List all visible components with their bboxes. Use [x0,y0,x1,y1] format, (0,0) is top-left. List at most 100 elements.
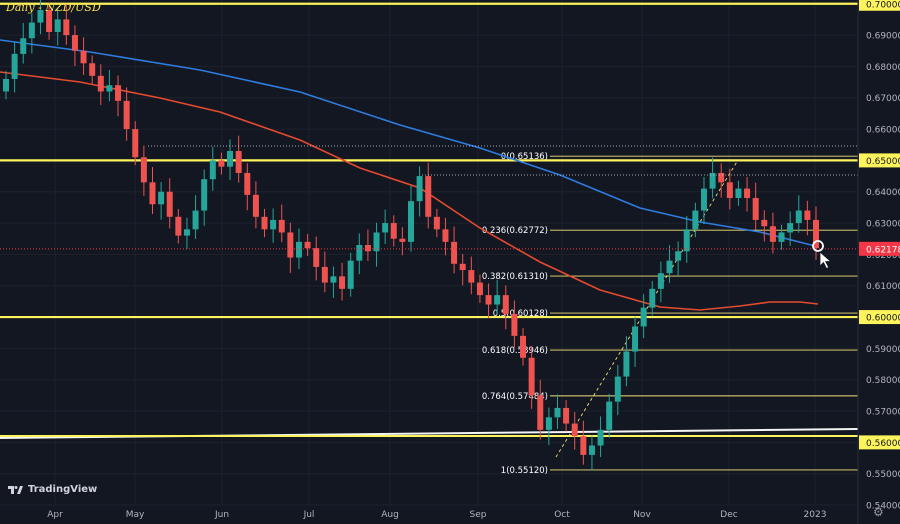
candle-body [3,78,9,92]
x-tick-label: Apr [47,510,63,520]
candle-body [571,423,578,437]
x-tick-label: Jul [303,510,315,520]
candle-body [683,229,690,252]
candle-body [726,182,733,199]
candle-body [356,244,363,261]
candle-body [235,151,242,173]
candle-body [597,429,604,446]
candle-body [166,191,173,217]
candle-body [494,295,501,305]
brand-label: TradingView [28,484,98,495]
x-tick-label: May [126,510,145,520]
y-tick-label: 0.62000 [866,251,900,261]
x-tick-label: Jun [214,510,229,520]
candle-body [563,407,570,424]
candle-body [718,172,725,183]
candle-body [657,273,664,289]
fib-level-label: 0.618(0.58946) [482,346,548,356]
y-tick-label: 0.59000 [866,345,900,355]
candle-body [11,53,18,79]
x-tick-label: Oct [554,510,570,520]
candle-body [192,210,199,230]
candle-body [97,75,104,92]
fib-trend-line [555,159,739,458]
level-price-label: 0.60000 [866,314,900,324]
candle-body [744,188,751,199]
candle-body [28,22,35,39]
candle-body [692,210,699,230]
candle-body [183,229,190,236]
candle-body [675,251,682,261]
candle-body [795,210,802,224]
tradingview-logo: TradingView [8,484,97,495]
candle-body [399,238,406,242]
candle-body [528,357,535,396]
candle-body [813,219,819,249]
candle-body [218,160,225,167]
candle-body [287,232,294,258]
candle-body [304,241,311,249]
candle-body [373,232,380,252]
level-price-tag [859,0,900,11]
y-tick-label: 0.69000 [866,32,900,42]
candle-body [201,179,208,211]
candle-body [278,219,285,233]
x-tick-label: Dec [720,510,737,520]
time-axis[interactable]: Apr May Jun Jul Aug Sep Oct Nov Dec 2023 [47,510,826,520]
fib-level-label: 0.382(0.61310) [482,272,548,282]
fib-level-label: 0.764(0.57484) [482,392,548,402]
candle-body [270,219,277,230]
y-tick-label: 0.66000 [866,126,900,136]
candle-body [339,276,346,289]
level-price-tag [859,153,900,168]
candle-body [588,445,595,455]
candle-body [149,182,156,205]
candle-body [347,260,354,289]
candle-body [632,326,639,352]
candle-body [227,151,234,167]
candle-body [511,313,518,336]
current-price-tag [859,241,900,256]
candle-body [123,100,130,130]
fib-retracement: 0(0.65136) 0.236(0.62772) 0.382(0.61310) 0.… [482,152,858,476]
candle-body [769,226,776,242]
candle-body [115,85,122,101]
candle-body [778,232,785,242]
fib-level-label: 0(0.65136) [501,152,548,162]
gear-icon[interactable]: ⚙ [873,505,884,519]
candle-body [382,223,389,233]
candle-body [89,63,96,76]
level-price-tag [859,310,900,325]
candle-body [425,176,432,217]
y-tick-label: 0.67000 [866,94,900,104]
chart-title: Daily - NZD/USD [6,1,101,14]
candle-body [649,288,656,308]
cursor-icon [819,251,832,270]
candle-body [158,191,165,205]
candle-body [485,295,492,305]
price-axis[interactable]: 0.54000 0.55000 0.57000 0.58000 0.59000 0.610… [857,0,900,524]
fib-level-label: 0.236(0.62772) [482,226,548,236]
candle-body [416,176,423,202]
candle-body [700,188,707,211]
candle-body [537,395,544,430]
candle-body [209,160,216,180]
candle-body [433,216,440,230]
candle-body [313,248,320,267]
candle-body [408,201,414,242]
candle-body [390,223,397,239]
ma-100-line [0,71,819,311]
candle-body [709,172,716,189]
level-price-label: 0.65000 [866,157,900,167]
candle-body [295,241,302,258]
candle-body [761,219,768,227]
candle-body [140,157,147,183]
level-price-tag [859,435,900,450]
x-tick-label: Sep [470,510,487,520]
y-tick-label: 0.61000 [866,282,900,292]
candle-body [37,10,44,23]
candle-body [451,241,458,264]
candle-body [244,172,251,195]
y-tick-label: 0.55000 [866,470,900,480]
